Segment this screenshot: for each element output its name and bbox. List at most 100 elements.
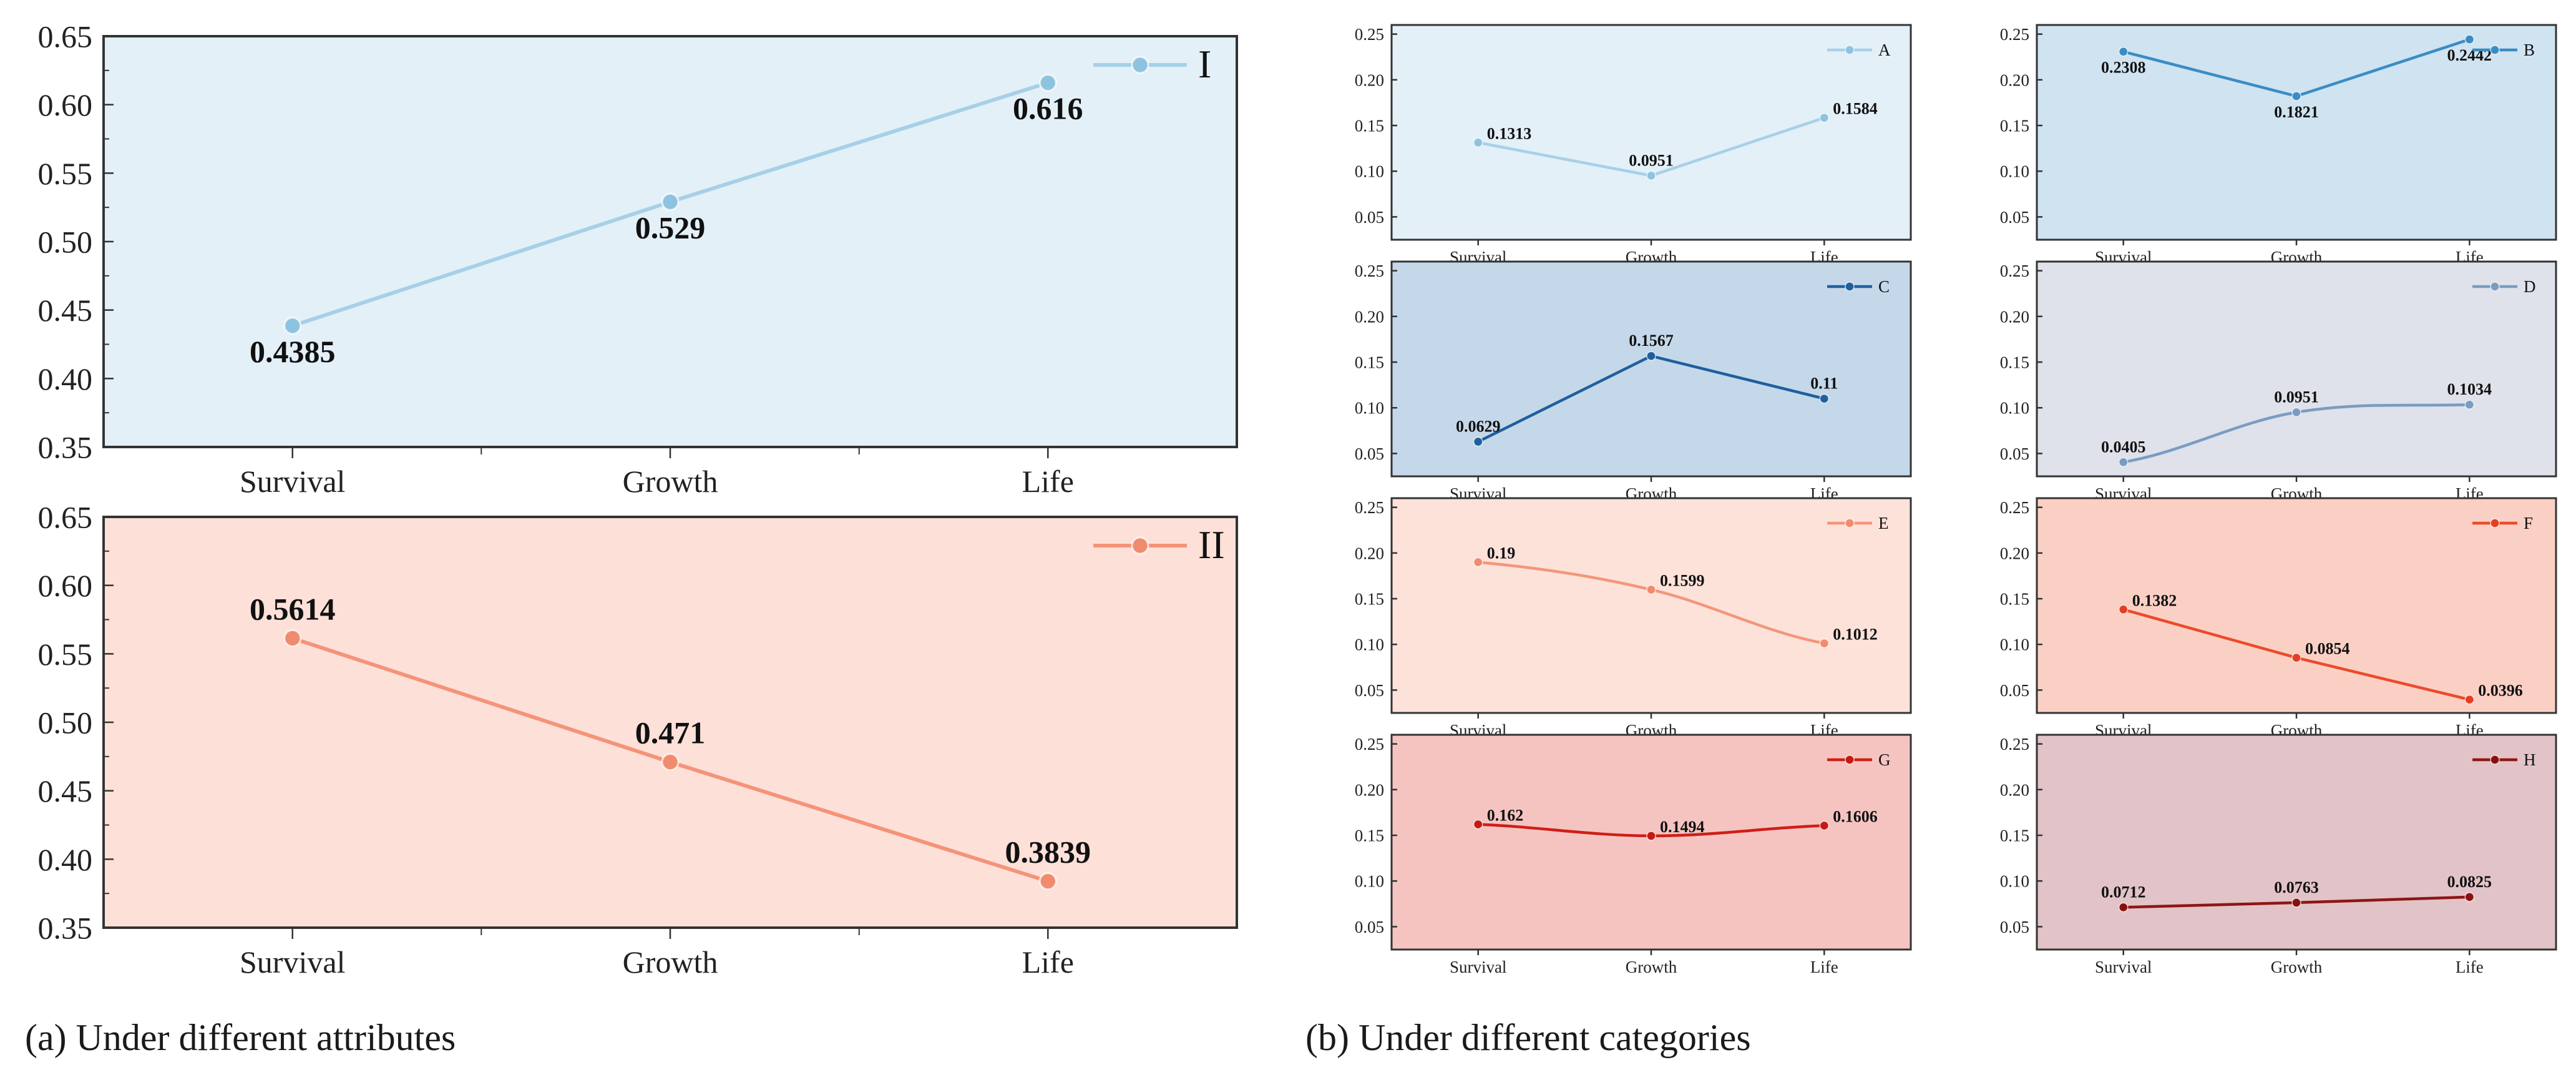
y-tick-label: 0.25 [2000,735,2029,754]
legend-label: H [2524,750,2536,769]
data-point [1646,351,1656,361]
plot-background [1392,498,1911,713]
data-label: 0.0763 [2274,878,2319,896]
y-tick-label: 0.35 [38,911,93,946]
data-point [283,317,302,335]
caption-b: (b) Under different categories [1305,1017,1751,1058]
y-tick-label: 0.25 [2000,262,2029,280]
data-label: 0.0951 [2274,388,2319,406]
y-tick-label: 0.25 [1355,498,1384,517]
data-point [2464,694,2475,705]
plot-background [1392,262,1911,476]
plot-background [1392,25,1911,240]
legend-label: E [1878,514,1889,533]
plot-frame [102,35,1238,448]
data-label: 0.19 [1487,544,1516,562]
y-tick-label: 0.45 [38,293,93,328]
data-label: 0.0951 [1629,151,1674,169]
data-label: 0.1821 [2274,103,2319,121]
data-label: 0.162 [1487,806,1524,824]
y-tick-label: 0.15 [1355,826,1384,845]
x-tick-label: Growth [1626,958,1677,976]
chart-II: 0.35 0.40 0.45 0.50 0.55 0.60 0.65 Survival Grow… [38,500,1238,980]
data-point [2118,457,2129,468]
plot-background [2037,25,2556,240]
data-point [2464,892,2475,902]
y-tick-label: 0.25 [1355,735,1384,754]
x-tick-label: Life [1022,464,1074,499]
data-label: 0.1584 [1833,100,1878,118]
plot-frame [1390,497,1912,714]
x-tick-label: Survival [240,945,345,980]
y-tick-label: 0.20 [2000,780,2029,799]
y-tick-label: 0.05 [2000,681,2029,700]
chart-I: 0.35 0.40 0.45 0.50 0.55 0.60 0.65 Survival Grow… [38,19,1238,499]
y-tick-label: 0.15 [2000,116,2029,135]
y-tick-label: 0.45 [38,773,93,808]
data-label: 0.0629 [1456,418,1501,436]
data-label: 0.1494 [1660,818,1705,836]
data-label: 0.1313 [1487,124,1532,142]
x-tick-label: Survival [1450,958,1507,976]
y-tick-label: 0.05 [1355,918,1384,936]
data-point [1819,393,1830,404]
data-label: 0.2308 [2101,59,2146,77]
data-point [1819,820,1830,831]
y-tick-label: 0.20 [2000,71,2029,89]
data-label: 0.616 [1013,91,1083,126]
x-tick-label: Survival [240,464,345,499]
plot-frame [1390,260,1912,478]
data-point [661,192,680,211]
plot-frame [2036,24,2557,241]
plot-frame [2036,734,2557,951]
plot-frame [2036,260,2557,478]
data-point [1646,170,1656,181]
data-label: 0.1599 [1660,572,1705,590]
y-tick-label: 0.20 [1355,307,1384,326]
y-tick-label: 0.15 [1355,116,1384,135]
data-point [1473,819,1483,830]
y-tick-label: 0.05 [2000,208,2029,227]
data-point [2291,91,2301,101]
data-point [2118,902,2129,913]
data-point [1473,137,1483,148]
y-tick-label: 0.60 [38,568,93,603]
x-tick-label: Growth [623,464,718,499]
y-tick-label: 0.05 [2000,444,2029,463]
data-label: 0.1034 [2447,380,2492,398]
data-label: 0.4385 [250,334,336,369]
y-tick-label: 0.25 [2000,498,2029,517]
plot-background [104,36,1237,447]
data-label: 0.0854 [2305,640,2350,658]
x-tick-label: Growth [2271,958,2323,976]
plot-background [2037,735,2556,950]
y-tick-label: 0.10 [1355,162,1384,181]
data-label: 0.1567 [1629,331,1674,350]
y-tick-label: 0.15 [1355,353,1384,371]
plot-frame [102,516,1238,929]
legend-label: G [1878,750,1891,769]
legend-label: II [1198,523,1225,567]
y-tick-label: 0.05 [2000,918,2029,936]
data-label: 0.0396 [2478,682,2523,700]
data-point [283,629,302,647]
plot-background [1392,735,1911,950]
data-point [2464,400,2475,410]
y-tick-label: 0.10 [1355,399,1384,418]
data-point [2118,46,2129,57]
data-label: 0.0825 [2447,873,2492,891]
y-tick-label: 0.50 [38,705,93,740]
legend-label: D [2524,277,2536,296]
y-tick-label: 0.10 [2000,399,2029,418]
y-tick-label: 0.10 [2000,636,2029,654]
y-tick-label: 0.15 [2000,353,2029,371]
data-point [2118,604,2129,615]
chart-G: 0.05 0.10 0.15 0.20 0.25 Survival Growth Life 0.… [1355,734,1912,976]
data-label: 0.471 [635,715,706,750]
y-tick-label: 0.10 [1355,636,1384,654]
